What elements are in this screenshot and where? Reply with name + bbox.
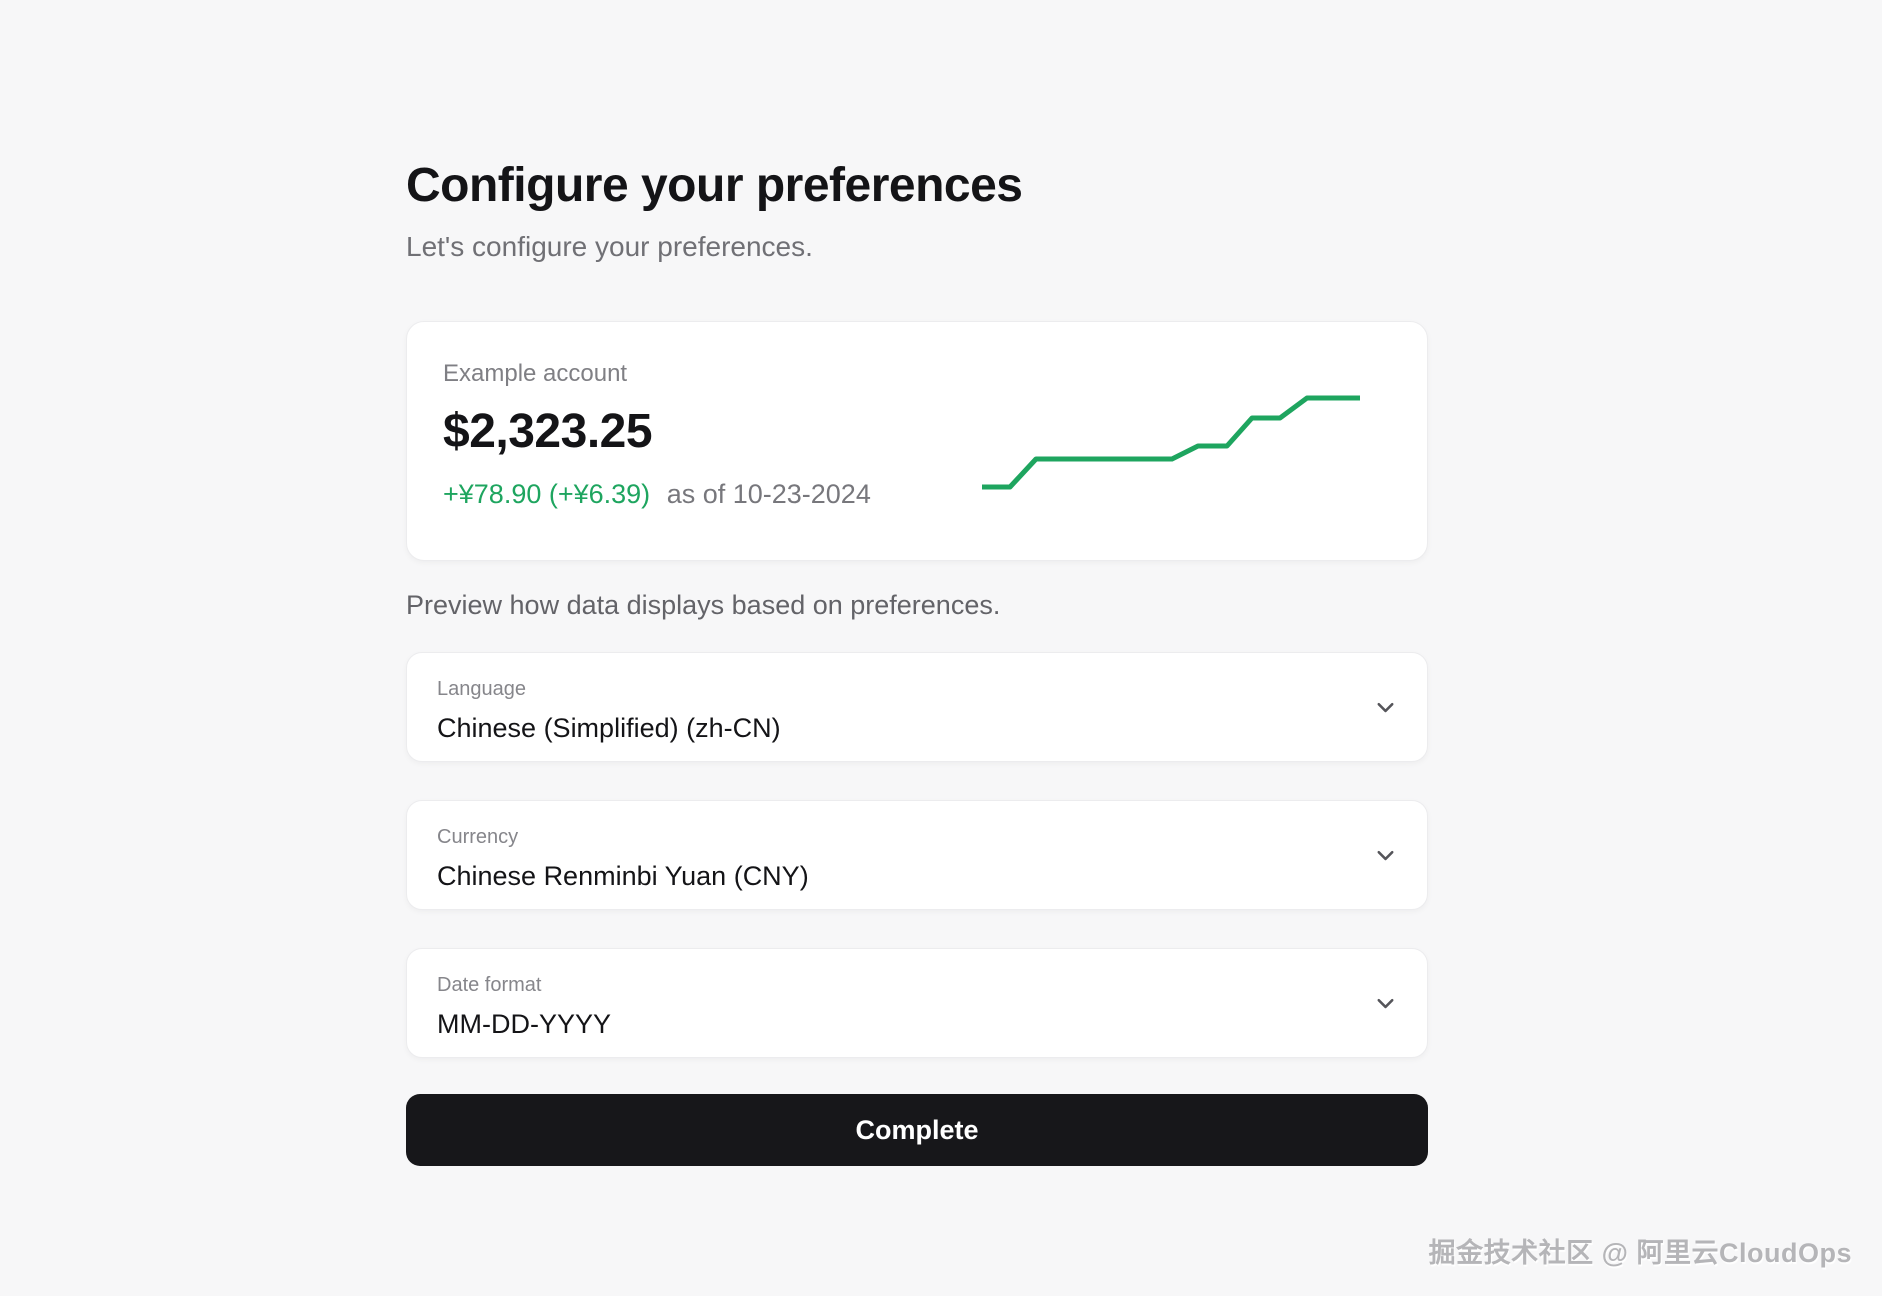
language-value: Chinese (Simplified) (zh-CN) — [437, 713, 781, 743]
date-format-value: MM-DD-YYYY — [437, 1009, 611, 1039]
watermark: 掘金技术社区 @ 阿里云CloudOps — [1428, 1238, 1852, 1268]
date-format-select[interactable]: Date format MM-DD-YYYY — [406, 948, 1428, 1058]
language-select[interactable]: Language Chinese (Simplified) (zh-CN) — [406, 652, 1428, 762]
page-title: Configure your preferences — [406, 159, 1023, 212]
chevron-down-icon — [1377, 702, 1394, 713]
content-column: Configure your preferences Let's configu… — [406, 0, 1428, 1166]
account-change-row: +¥78.90 (+¥6.39) as of 10-23-2024 — [443, 479, 1387, 510]
complete-button[interactable]: Complete — [406, 1094, 1428, 1166]
chevron-down-icon — [1377, 850, 1394, 861]
page-subtitle: Let's configure your preferences. — [406, 231, 813, 262]
account-label: Example account — [443, 360, 628, 387]
chevron-down-icon — [1377, 998, 1394, 1009]
currency-select[interactable]: Currency Chinese Renminbi Yuan (CNY) — [406, 800, 1428, 910]
currency-label: Currency — [437, 826, 519, 848]
sparkline-path — [982, 395, 1360, 490]
account-change-amount: +¥78.90 (+¥6.39) — [443, 479, 651, 509]
account-balance: $2,323.25 — [443, 405, 653, 458]
example-account-card: Example account $2,323.25 +¥78.90 (+¥6.3… — [406, 321, 1428, 561]
preview-caption: Preview how data displays based on prefe… — [406, 590, 1001, 620]
account-as-of-date: as of 10-23-2024 — [666, 479, 871, 509]
balance-sparkline-chart — [982, 395, 1360, 490]
language-label: Language — [437, 678, 526, 700]
currency-value: Chinese Renminbi Yuan (CNY) — [437, 861, 809, 891]
date-format-label: Date format — [437, 974, 542, 996]
